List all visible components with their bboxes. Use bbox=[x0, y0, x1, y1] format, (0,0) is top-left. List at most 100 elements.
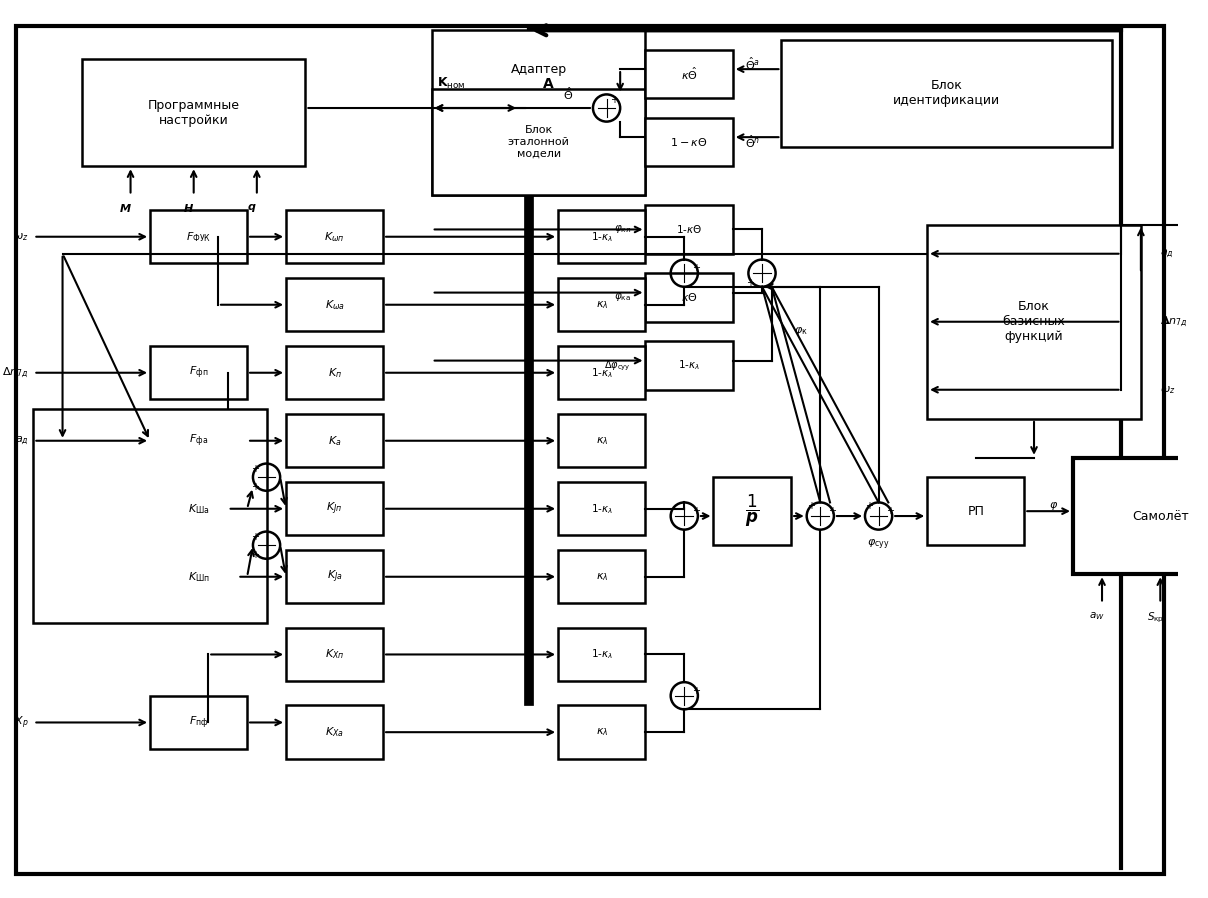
Text: $F_{\rm фп}$: $F_{\rm фп}$ bbox=[188, 365, 208, 381]
Text: $\mathbf{A}$: $\mathbf{A}$ bbox=[542, 76, 554, 91]
Bar bbox=[558, 550, 645, 603]
Text: $\kappa_\lambda$: $\kappa_\lambda$ bbox=[596, 571, 608, 583]
Bar bbox=[286, 278, 383, 331]
Bar bbox=[558, 278, 645, 331]
Text: $1\text{-}\kappa_\lambda$: $1\text{-}\kappa_\lambda$ bbox=[591, 502, 612, 515]
Text: $\kappa\hat{\Theta}$: $\kappa\hat{\Theta}$ bbox=[681, 66, 697, 83]
Text: +: + bbox=[251, 464, 259, 474]
Text: +: + bbox=[692, 263, 699, 273]
Bar bbox=[431, 31, 645, 196]
Text: +: + bbox=[807, 501, 814, 511]
Bar bbox=[286, 628, 383, 682]
Bar bbox=[928, 477, 1024, 545]
Text: Самолёт: Самолёт bbox=[1132, 509, 1189, 523]
Text: $\boldsymbol{\omega_z}$: $\boldsymbol{\omega_z}$ bbox=[1161, 383, 1175, 396]
Text: +: + bbox=[692, 506, 699, 516]
Bar bbox=[286, 482, 383, 535]
Bar bbox=[150, 414, 248, 468]
Text: $\boldsymbol{H}$: $\boldsymbol{H}$ bbox=[184, 202, 194, 215]
Text: +: + bbox=[251, 482, 259, 492]
Bar bbox=[150, 550, 248, 603]
Text: +: + bbox=[251, 550, 259, 559]
Text: +: + bbox=[610, 95, 618, 105]
Text: $\kappa\Theta$: $\kappa\Theta$ bbox=[681, 292, 697, 304]
Bar bbox=[645, 118, 733, 166]
Text: +: + bbox=[251, 533, 259, 542]
Text: $K_{\omega a}$: $K_{\omega a}$ bbox=[325, 298, 344, 312]
Bar bbox=[558, 346, 645, 400]
Text: +: + bbox=[692, 686, 699, 696]
Bar bbox=[558, 482, 645, 535]
Bar bbox=[150, 482, 248, 535]
Text: $K_{\rm Шп}$: $K_{\rm Шп}$ bbox=[187, 570, 209, 584]
Text: $\varphi_{\rm суу}$: $\varphi_{\rm суу}$ bbox=[867, 538, 890, 552]
Bar bbox=[286, 550, 383, 603]
Bar bbox=[645, 341, 733, 390]
Bar bbox=[558, 706, 645, 759]
Text: $\kappa_\lambda$: $\kappa_\lambda$ bbox=[596, 299, 608, 311]
Bar bbox=[782, 40, 1111, 147]
Text: $\boldsymbol{\Delta n_{7д}}$: $\boldsymbol{\Delta n_{7д}}$ bbox=[1161, 314, 1187, 329]
Text: $\boldsymbol{S_{\rm кр}}$: $\boldsymbol{S_{\rm кр}}$ bbox=[1146, 611, 1165, 625]
Text: $1\text{-}\kappa_\lambda$: $1\text{-}\kappa_\lambda$ bbox=[591, 365, 612, 380]
Text: $\kappa_\lambda$: $\kappa_\lambda$ bbox=[596, 726, 608, 738]
Text: $K_п$: $K_п$ bbox=[327, 365, 342, 380]
Text: $K_{Ja}$: $K_{Ja}$ bbox=[326, 568, 342, 585]
Text: Блок
эталонной
модели: Блок эталонной модели bbox=[507, 126, 569, 159]
Text: $K_{Xa}$: $K_{Xa}$ bbox=[325, 726, 344, 739]
Text: Программные
настройки: Программные настройки bbox=[147, 99, 239, 127]
Text: $1\text{-}\kappa_\lambda$: $1\text{-}\kappa_\lambda$ bbox=[591, 647, 612, 661]
Text: Блок
базисных
функций: Блок базисных функций bbox=[1003, 300, 1065, 343]
Text: $K_{\rm Шa}$: $K_{\rm Шa}$ bbox=[187, 502, 209, 515]
Text: $a_д$: $a_д$ bbox=[14, 435, 29, 447]
Text: $\varphi_{\rm ка}$: $\varphi_{\rm ка}$ bbox=[614, 292, 631, 304]
Bar bbox=[431, 89, 645, 196]
Text: $\varphi_{\rm кл}$: $\varphi_{\rm кл}$ bbox=[614, 224, 631, 235]
Text: $K_{\omega п}$: $K_{\omega п}$ bbox=[324, 230, 344, 243]
Text: +: + bbox=[827, 506, 836, 516]
Bar bbox=[558, 628, 645, 682]
Bar bbox=[286, 346, 383, 400]
Bar bbox=[645, 49, 733, 98]
Bar bbox=[34, 409, 267, 623]
Bar bbox=[714, 477, 791, 545]
Text: $\boldsymbol{M}$: $\boldsymbol{M}$ bbox=[120, 202, 132, 215]
Bar bbox=[645, 205, 733, 254]
Text: $1-\kappa\Theta$: $1-\kappa\Theta$ bbox=[670, 136, 708, 148]
Text: $\mathbf{K_{\rm ном}}$: $\mathbf{K_{\rm ном}}$ bbox=[437, 76, 465, 92]
Bar bbox=[286, 210, 383, 263]
Text: $\dfrac{1}{\boldsymbol{p}}$: $\dfrac{1}{\boldsymbol{p}}$ bbox=[745, 493, 760, 529]
Text: Блок
идентификации: Блок идентификации bbox=[893, 79, 1000, 108]
Text: $F_{\rm пф}$: $F_{\rm пф}$ bbox=[188, 714, 208, 731]
Text: $\varphi_{\rm к}$: $\varphi_{\rm к}$ bbox=[794, 325, 808, 338]
Text: $\boldsymbol{a_W}$: $\boldsymbol{a_W}$ bbox=[1090, 611, 1105, 622]
Text: $F_{\rm ФУК}$: $F_{\rm ФУК}$ bbox=[186, 230, 211, 243]
Text: $\Delta\varphi_{\rm суу}$: $\Delta\varphi_{\rm суу}$ bbox=[604, 358, 631, 373]
Text: РП: РП bbox=[968, 505, 985, 517]
Text: $K_{Xп}$: $K_{Xп}$ bbox=[325, 647, 344, 661]
Text: $\Delta n_{7д}$: $\Delta n_{7д}$ bbox=[2, 365, 29, 380]
Bar bbox=[82, 59, 306, 166]
Bar bbox=[150, 210, 248, 263]
Bar bbox=[150, 346, 248, 400]
Bar bbox=[286, 706, 383, 759]
Bar bbox=[286, 414, 383, 468]
Bar bbox=[558, 210, 645, 263]
Text: $\boldsymbol{q}$: $\boldsymbol{q}$ bbox=[248, 202, 257, 215]
Text: $\boldsymbol{a_д}$: $\boldsymbol{a_д}$ bbox=[1161, 248, 1174, 260]
Bar bbox=[150, 696, 248, 749]
Text: +: + bbox=[747, 277, 754, 288]
Text: $\kappa_\lambda$: $\kappa_\lambda$ bbox=[596, 435, 608, 446]
Text: $\omega_z$: $\omega_z$ bbox=[13, 231, 29, 242]
Text: $\hat{\Theta}$: $\hat{\Theta}$ bbox=[563, 85, 573, 101]
Text: +: + bbox=[865, 501, 873, 511]
Text: +: + bbox=[887, 506, 894, 516]
Text: $1\text{-}\kappa_\lambda$: $1\text{-}\kappa_\lambda$ bbox=[591, 230, 612, 243]
Text: $1\text{-}\kappa_\lambda$: $1\text{-}\kappa_\lambda$ bbox=[678, 358, 701, 373]
Bar bbox=[928, 224, 1140, 418]
Text: $1\text{-}\kappa\Theta$: $1\text{-}\kappa\Theta$ bbox=[676, 224, 702, 235]
Text: $F_{\rm фa}$: $F_{\rm фa}$ bbox=[188, 433, 208, 449]
Text: $K_a$: $K_a$ bbox=[327, 434, 342, 447]
Bar bbox=[558, 414, 645, 468]
Text: $X_р$: $X_р$ bbox=[13, 714, 29, 731]
